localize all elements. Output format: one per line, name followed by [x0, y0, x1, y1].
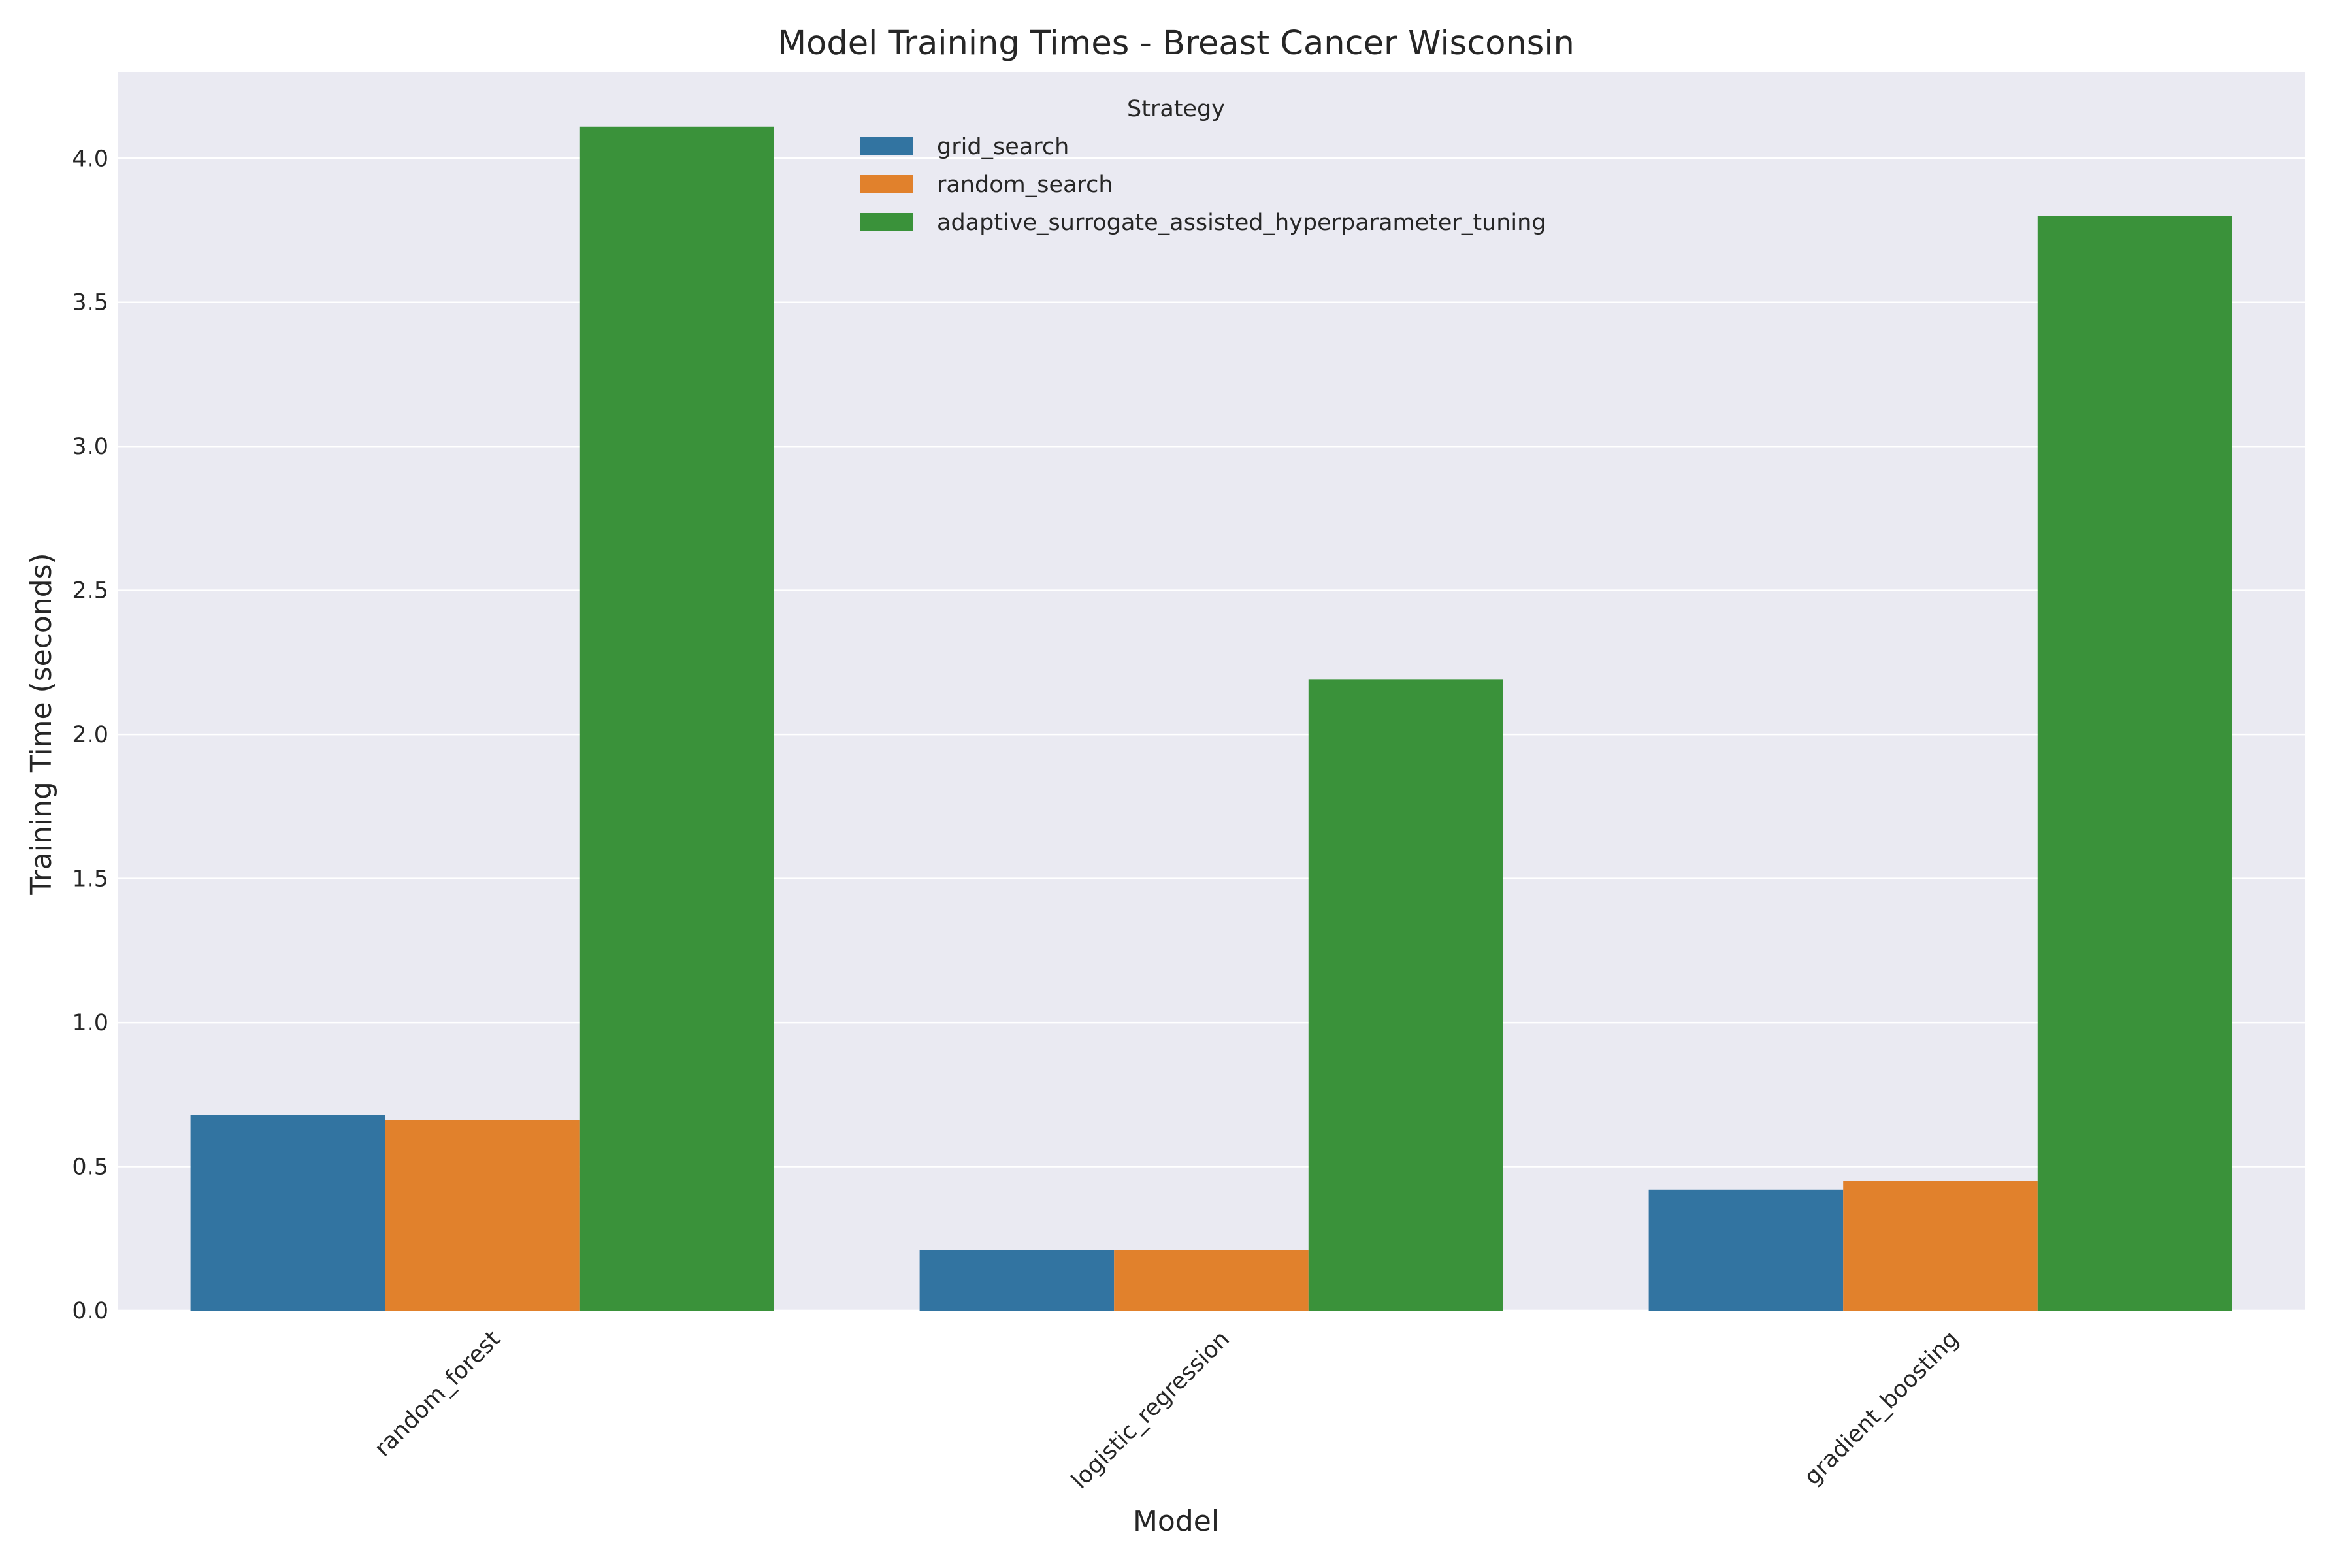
y-tick-label: 1.5 [72, 866, 108, 892]
legend-swatch-adaptive_surrogate_assisted_hyperparameter_tuning [860, 213, 913, 231]
bar-logistic_regression-random_search [1114, 1250, 1309, 1311]
legend-swatch-random_search [860, 175, 913, 193]
x-tick-label: gradient_boosting [1799, 1326, 1964, 1491]
y-tick-label: 0.0 [72, 1298, 108, 1324]
y-tick-label: 3.5 [72, 290, 108, 316]
x-tick-label: random_forest [370, 1326, 506, 1462]
y-tick-labels: 0.0 0.5 1.0 1.5 2.0 2.5 3.0 3.5 4.0 [72, 146, 108, 1324]
plot-area [118, 72, 2305, 1311]
bar-gradient_boosting-random_search [1843, 1181, 2038, 1311]
y-tick-label: 2.5 [72, 578, 108, 604]
legend-title: Strategy [1127, 96, 1225, 122]
chart-title: Model Training Times - Breast Cancer Wis… [777, 24, 1575, 63]
y-tick-label: 2.0 [72, 722, 108, 748]
bar-logistic_regression-adaptive_surrogate_assisted_hyperparameter_tuning [1308, 679, 1503, 1311]
x-tick-labels: random_forest logistic_regression gradient… [370, 1326, 1964, 1494]
bar-random_forest-grid_search [190, 1115, 385, 1311]
x-axis-label: Model [1133, 1505, 1219, 1538]
legend-label: adaptive_surrogate_assisted_hyperparamet… [937, 210, 1546, 236]
x-tick-label: logistic_regression [1067, 1326, 1235, 1494]
y-tick-label: 3.0 [72, 434, 108, 460]
y-tick-label: 1.0 [72, 1010, 108, 1036]
bars [190, 126, 2232, 1311]
legend-label: grid_search [937, 134, 1069, 160]
legend-swatch-grid_search [860, 137, 913, 155]
bar-gradient_boosting-grid_search [1648, 1189, 1844, 1311]
y-tick-label: 0.5 [72, 1154, 108, 1181]
bar-random_forest-random_search [385, 1120, 580, 1311]
bar-gradient_boosting-adaptive_surrogate_assisted_hyperparameter_tuning [2037, 216, 2232, 1311]
y-axis-label: Training Time (seconds) [25, 553, 58, 895]
bar-random_forest-adaptive_surrogate_assisted_hyperparameter_tuning [579, 126, 774, 1311]
legend: Strategy grid_search random_searchadaptiv… [860, 96, 1546, 236]
y-tick-label: 4.0 [72, 146, 108, 172]
bar-logistic_regression-grid_search [919, 1250, 1115, 1311]
legend-label: random_search [937, 172, 1113, 198]
